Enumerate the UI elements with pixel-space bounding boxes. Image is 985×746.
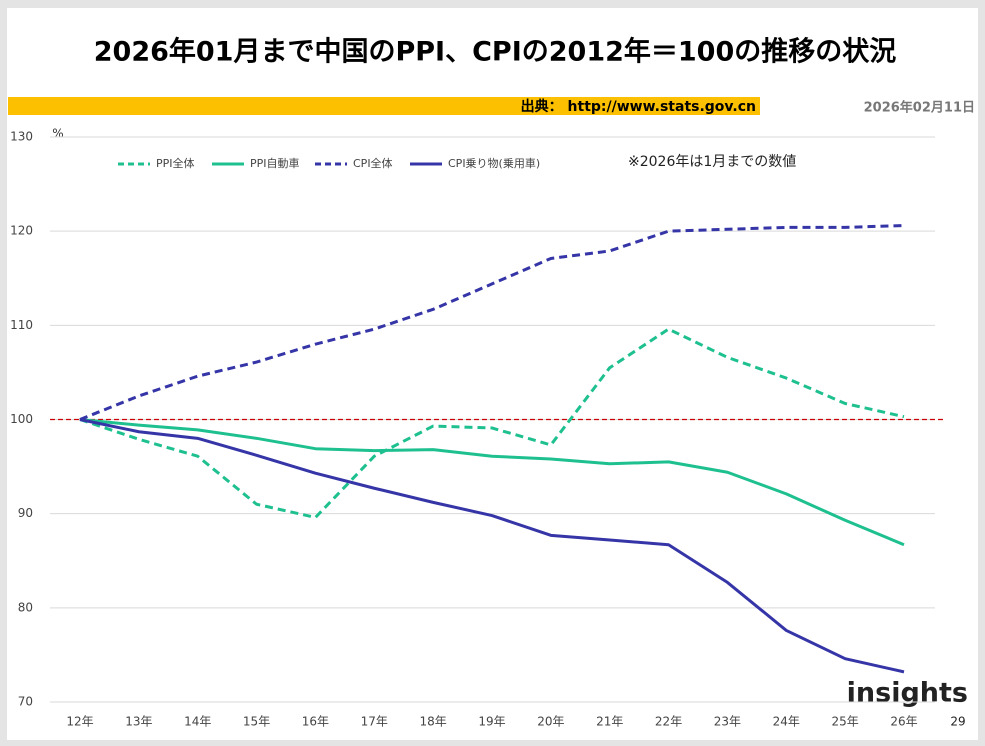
card bbox=[7, 8, 978, 740]
series-line bbox=[79, 224, 905, 421]
x-tick-label: 19年 bbox=[478, 715, 505, 729]
y-tick-label: 90 bbox=[18, 506, 33, 520]
y-tick-label: 130 bbox=[10, 130, 33, 144]
series-line bbox=[79, 327, 905, 519]
note: ※2026年は1月までの数値 bbox=[628, 154, 796, 170]
x-tick-label: 15年 bbox=[243, 715, 270, 729]
x-tick-label: 17年 bbox=[361, 715, 388, 729]
page-number: 29 bbox=[950, 715, 965, 729]
x-tick-label: 16年 bbox=[302, 715, 329, 729]
x-tick-label: 26年 bbox=[890, 715, 917, 729]
x-tick-label: 12年 bbox=[66, 715, 93, 729]
y-unit: % bbox=[52, 127, 63, 141]
y-tick-label: 110 bbox=[10, 318, 33, 332]
series-line bbox=[79, 418, 905, 674]
brand: insights bbox=[847, 678, 968, 709]
legend-label: PPI全体 bbox=[156, 156, 195, 170]
x-tick-label: 25年 bbox=[832, 715, 859, 729]
series-line bbox=[79, 418, 905, 547]
source-bar bbox=[8, 97, 760, 115]
y-tick-label: 100 bbox=[10, 412, 33, 426]
legend-label: CPI全体 bbox=[353, 156, 393, 170]
x-tick-label: 13年 bbox=[125, 715, 152, 729]
legend-label: CPI乗り物(乗用車) bbox=[448, 156, 540, 170]
y-tick-label: 120 bbox=[10, 224, 33, 238]
date: 2026年02月11日 bbox=[864, 100, 975, 116]
x-tick-label: 18年 bbox=[420, 715, 447, 729]
x-tick-label: 14年 bbox=[184, 715, 211, 729]
x-tick-label: 22年 bbox=[655, 715, 682, 729]
source: 出典： http://www.stats.gov.cn bbox=[521, 98, 756, 115]
y-tick-label: 80 bbox=[18, 600, 33, 614]
x-tick-label: 23年 bbox=[714, 715, 741, 729]
x-tick-label: 21年 bbox=[596, 715, 623, 729]
chart-title: 2026年01月まで中国のPPI、CPIの2012年＝100の推移の状況 bbox=[94, 36, 897, 68]
x-tick-label: 24年 bbox=[773, 715, 800, 729]
y-tick-label: 70 bbox=[18, 695, 33, 709]
x-tick-label: 20年 bbox=[537, 715, 564, 729]
legend-label: PPI自動車 bbox=[250, 156, 300, 170]
